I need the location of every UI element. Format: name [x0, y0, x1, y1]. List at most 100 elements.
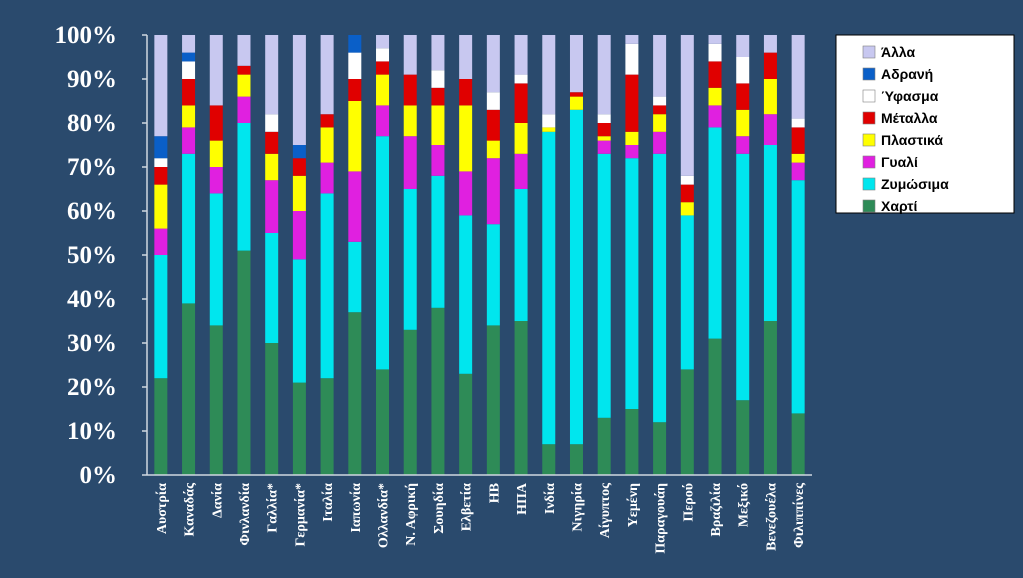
legend-label: Χαρτί	[881, 198, 917, 214]
x-tick-label: Ελβετία	[460, 483, 475, 531]
bar-segment	[209, 167, 223, 194]
bar-segment	[763, 145, 777, 321]
bar-segment	[680, 202, 694, 216]
bar-segment	[597, 114, 611, 123]
bar-segment	[597, 153, 611, 418]
bar-segment	[514, 123, 528, 154]
bar-segment	[292, 175, 306, 211]
legend-label: Ζυμώσιμα	[881, 176, 949, 192]
y-tick-label: 60%	[67, 198, 117, 225]
bar-segment	[542, 114, 556, 128]
y-tick-label: 80%	[67, 110, 117, 137]
bar-segment	[292, 259, 306, 383]
legend-label: Μέταλλα	[881, 110, 938, 126]
legend-swatch	[862, 67, 876, 81]
bar-segment	[514, 83, 528, 123]
bar-segment	[265, 233, 279, 343]
bar-segment	[292, 35, 306, 145]
bar-segment	[292, 382, 306, 475]
bar-segment	[791, 180, 805, 414]
y-tick-label: 10%	[67, 418, 117, 445]
y-tick-label: 0%	[80, 462, 118, 489]
bar-segment	[265, 153, 279, 181]
bar-segment	[542, 127, 556, 132]
x-tick-label: Φινλανδία	[238, 483, 253, 546]
bar-segment	[569, 92, 583, 97]
bar-segment	[237, 250, 251, 475]
bar-segment	[736, 35, 750, 57]
bar-segment	[736, 109, 750, 137]
bar-segment	[431, 307, 445, 475]
bar-segment	[597, 136, 611, 141]
bar-segment	[763, 79, 777, 115]
bar-segment	[653, 114, 667, 132]
bar-segment	[431, 70, 445, 88]
bar-segment	[182, 105, 196, 128]
bar-segment	[486, 35, 500, 93]
y-axis: 0% 10% 20% 30% 40% 50% 60% 70% 80% 90% 100%	[55, 22, 148, 489]
bar-segment	[348, 171, 362, 242]
bar-segment	[209, 193, 223, 326]
bar-segment	[348, 101, 362, 172]
bar-segment	[763, 52, 777, 79]
bar-segment	[680, 369, 694, 475]
bar-segment	[403, 136, 417, 189]
bar-segment	[182, 127, 196, 154]
bar-segment	[459, 215, 473, 374]
legend-swatch	[862, 89, 876, 103]
bar-segment	[154, 167, 168, 185]
bar-segment	[209, 105, 223, 141]
x-tick-label: Αυστρία	[155, 483, 170, 534]
bar-segment	[597, 140, 611, 154]
bar-segment	[680, 175, 694, 185]
x-tick-label: Δανία	[210, 483, 225, 518]
legend-swatch	[862, 111, 876, 125]
bar-segment	[403, 74, 417, 106]
y-tick-label: 30%	[67, 330, 117, 357]
bar-segment	[625, 409, 639, 475]
bar-segment	[431, 87, 445, 106]
bar-segment	[486, 158, 500, 225]
bar-segment	[763, 321, 777, 475]
bar-segment	[237, 35, 251, 66]
bar-segment	[542, 131, 556, 445]
bar-segment	[653, 153, 667, 423]
bar-segment	[320, 114, 334, 128]
legend-label: Αδρανή	[881, 66, 933, 82]
x-tick-label: Γερμανία*	[293, 483, 308, 547]
bar-segment	[431, 105, 445, 145]
bar-segment	[292, 211, 306, 260]
bar-segment	[569, 109, 583, 445]
bar-segment	[348, 79, 362, 101]
bar-segment	[209, 140, 223, 167]
bar-segment	[237, 123, 251, 251]
bar-segment	[708, 35, 722, 44]
bar-segment	[736, 153, 750, 401]
bar-segment	[625, 158, 639, 409]
legend-swatch	[862, 45, 876, 59]
bar-segment	[569, 444, 583, 475]
legend-label: Γυαλί	[881, 154, 918, 170]
bar-segment	[320, 162, 334, 194]
bar-segment	[209, 35, 223, 106]
bar-segment	[320, 378, 334, 475]
x-tick-label: Υεμένη	[626, 483, 641, 527]
bar-segment	[708, 338, 722, 475]
legend-label: Πλαστικά	[881, 132, 943, 148]
legend-label: Άλλα	[881, 44, 916, 60]
bar-segment	[680, 184, 694, 203]
bar-segment	[736, 83, 750, 110]
bar-segment	[791, 153, 805, 163]
bar-segment	[348, 312, 362, 475]
bar-segment	[625, 74, 639, 132]
x-tick-label: Νιγηρία	[570, 483, 585, 532]
bar-segment	[569, 96, 583, 110]
bar-segment	[763, 35, 777, 53]
y-tick-label: 50%	[67, 242, 117, 269]
bar-segment	[320, 127, 334, 163]
bar-segment	[376, 105, 390, 137]
bar-segment	[265, 35, 279, 115]
bar-segment	[237, 74, 251, 97]
bar-segment	[320, 35, 334, 115]
